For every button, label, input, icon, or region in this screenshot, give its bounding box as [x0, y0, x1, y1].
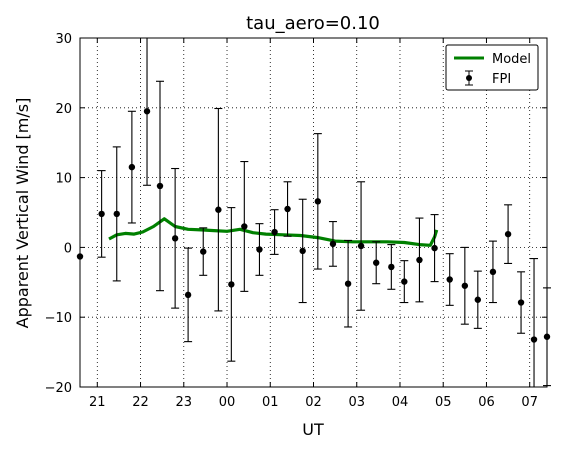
fpi-point [387, 244, 396, 290]
fpi-marker [215, 206, 222, 213]
chart-title: tau_aero=0.10 [246, 13, 380, 34]
fpi-point [127, 110, 136, 224]
fpi-point [227, 207, 236, 362]
fpi-point [255, 223, 264, 276]
fpi-point [504, 204, 513, 265]
fpi-point [240, 160, 249, 292]
fpi-point [473, 270, 482, 329]
fpi-marker [530, 336, 538, 343]
fpi-point [488, 240, 497, 304]
fpi-marker [357, 242, 365, 250]
x-tick-label: 07 [521, 395, 538, 410]
fpi-point [298, 198, 307, 304]
model-series [108, 217, 439, 247]
fpi-point [283, 181, 292, 237]
fpi-marker [329, 240, 337, 248]
fpi-marker [416, 256, 423, 264]
fpi-point [328, 221, 337, 267]
axis-ticks: 21 22 23 00 01 02 03 04 05 06 07 −20 −10 0 10 20 30 [45, 32, 547, 410]
x-tick-label: 21 [89, 395, 106, 410]
fpi-marker [284, 205, 291, 213]
fpi-marker [171, 235, 179, 242]
legend-model-label: Model [492, 52, 531, 67]
fpi-marker [143, 108, 151, 115]
fpi-marker [431, 244, 438, 252]
fpi-point [372, 241, 381, 285]
x-axis-label: UT [302, 420, 324, 439]
legend: Model FPI [445, 44, 539, 91]
fpi-marker [241, 223, 248, 230]
fpi-marker [156, 182, 164, 190]
x-tick-label: 02 [305, 395, 322, 410]
fpi-point [517, 271, 526, 334]
legend-fpi-label: FPI [492, 72, 511, 87]
fpi-marker [128, 163, 136, 171]
x-tick-label: 04 [392, 395, 409, 410]
fpi-marker [344, 280, 352, 287]
fpi-point [415, 217, 424, 303]
model-line [108, 217, 439, 247]
fpi-marker [489, 268, 497, 276]
fpi-point [214, 107, 223, 312]
fpi-marker [388, 263, 395, 271]
x-tick-label: 05 [435, 395, 452, 410]
fpi-point [199, 227, 208, 276]
x-tick-label: 23 [176, 395, 193, 410]
fpi-point [171, 167, 180, 309]
legend-fpi-swatch [465, 70, 473, 86]
fpi-marker [372, 259, 380, 266]
y-axis-label: Apparent Vertical Wind [m/s] [13, 98, 32, 329]
y-tick-label: 20 [55, 102, 72, 117]
fpi-marker [228, 281, 235, 288]
fpi-point [270, 209, 279, 255]
fpi-marker [474, 296, 482, 303]
y-tick-label: −10 [45, 311, 72, 326]
fpi-point [530, 258, 539, 387]
fpi-marker [256, 246, 263, 253]
fpi-marker [200, 248, 207, 255]
fpi-marker [504, 230, 512, 238]
y-tick-label: 30 [55, 32, 72, 47]
fpi-marker [314, 198, 322, 205]
fpi-marker [517, 299, 525, 306]
fpi-marker [113, 210, 120, 218]
fpi-marker [271, 228, 278, 236]
x-tick-label: 06 [478, 395, 495, 410]
y-tick-label: −20 [45, 381, 72, 396]
x-tick-label: 03 [348, 395, 365, 410]
fpi-point [97, 170, 106, 258]
fpi-point [112, 146, 121, 282]
fpi-marker [184, 291, 192, 299]
fpi-point [357, 181, 366, 311]
x-tick-label: 22 [132, 395, 149, 410]
fpi-point [400, 260, 409, 304]
fpi-marker [299, 247, 306, 255]
fpi-point [184, 247, 193, 343]
fpi-marker [461, 282, 469, 289]
y-tick-label: 10 [55, 172, 72, 187]
fpi-point [155, 80, 164, 292]
fpi-marker [446, 276, 453, 283]
fpi-point [430, 214, 439, 283]
fpi-point [445, 253, 454, 306]
fpi-marker [401, 278, 408, 285]
x-tick-label: 01 [262, 395, 279, 410]
x-tick-label: 00 [219, 395, 236, 410]
fpi-marker [98, 210, 105, 218]
y-tick-label: 0 [64, 241, 72, 256]
fpi-point [344, 239, 353, 328]
fpi-point [143, 38, 152, 186]
fpi-point [460, 246, 469, 325]
fpi-point [313, 133, 322, 270]
